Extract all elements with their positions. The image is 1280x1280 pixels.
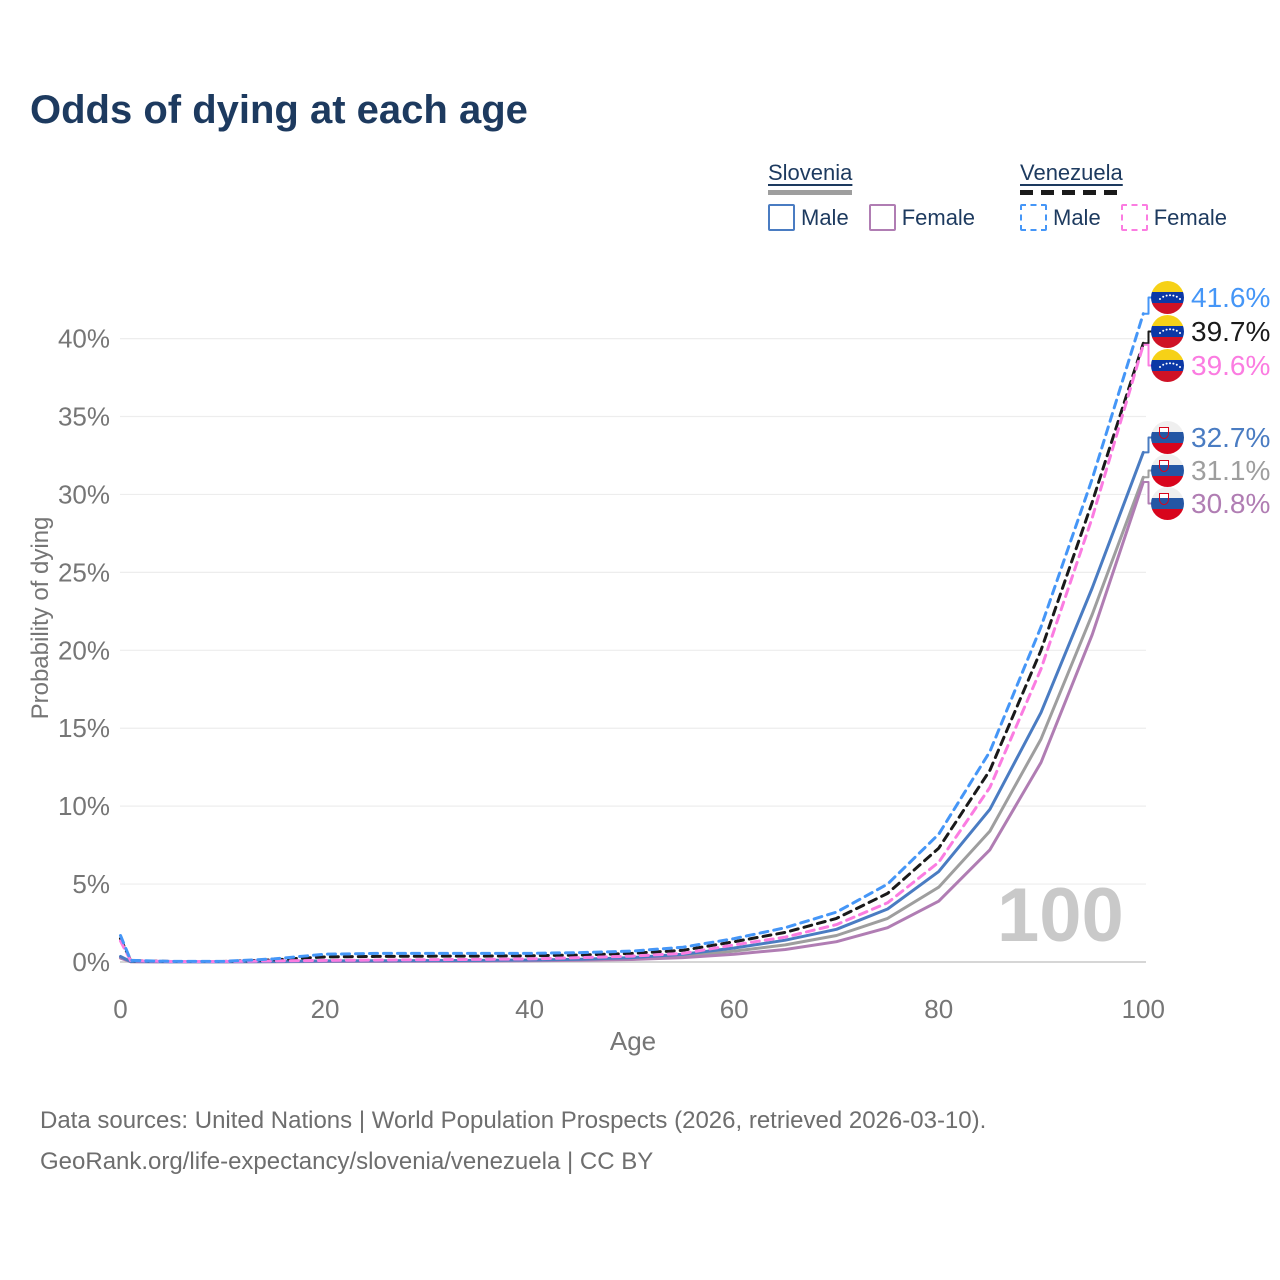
legend-item-slovenia-male[interactable]: Male [768,204,849,231]
end-value: 39.6% [1191,349,1271,381]
y-tick: 30% [58,479,110,509]
legend-group-venezuela: Venezuela Male Female [1020,160,1247,231]
end-value: 30.8% [1191,487,1271,519]
legend-item-slovenia-female[interactable]: Female [868,204,976,231]
legend-country-slovenia[interactable]: Slovenia [768,160,853,185]
legend-group-slovenia: Slovenia Male Female [768,160,995,231]
series-line-slovenia-both[interactable] [119,475,1145,964]
age-watermark: 100 [997,873,1124,958]
checkbox-venezuela-female[interactable] [1120,204,1148,231]
end-label-slovenia-female: 30.8% [1151,487,1270,520]
legend-item-venezuela-male[interactable]: Male [1020,204,1101,231]
data-source-line2: GeoRank.org/life-expectancy/slovenia/ven… [40,1148,654,1175]
checkbox-slovenia-male[interactable] [768,204,795,231]
data-source-note: Data sources: United Nations | World Pop… [40,1100,986,1182]
venezuela-line-style-swatch [1020,190,1123,195]
end-value: 32.7% [1191,421,1271,453]
x-tick: 100 [1122,994,1165,1024]
y-tick: 20% [58,635,110,665]
data-source-line1: Data sources: United Nations | World Pop… [40,1107,987,1134]
legend-label-slovenia-female: Female [901,204,976,230]
slovenia-flag-icon [1151,487,1184,520]
series-line-venezuela-both[interactable] [119,341,1145,963]
venezuela-flag-icon [1151,281,1184,314]
x-tick: 80 [924,994,953,1024]
end-label-connectors [1143,296,1153,505]
venezuela-flag-icon [1151,349,1184,382]
slovenia-flag-icon [1151,421,1184,454]
end-label-venezuela-both: 39.7% [1151,315,1270,348]
end-label-venezuela-female: 39.6% [1151,349,1270,382]
y-tick: 40% [58,324,110,354]
y-tick: 5% [72,869,110,899]
x-tick: 60 [720,994,749,1024]
legend-label-venezuela-male: Male [1053,204,1101,230]
series-line-venezuela-female[interactable] [119,343,1145,963]
legend-label-slovenia-male: Male [801,204,849,230]
y-tick: 15% [58,713,110,743]
y-tick: 0% [72,947,110,977]
y-tick: 10% [58,791,110,821]
x-axis-label: Age [610,1026,656,1056]
end-value: 39.7% [1191,315,1271,347]
y-tick: 25% [58,557,110,587]
checkbox-venezuela-male[interactable] [1020,204,1047,231]
legend-label-venezuela-female: Female [1153,204,1228,230]
slovenia-line-style-swatch [768,190,853,195]
series-line-slovenia-male[interactable] [119,450,1145,964]
end-label-slovenia-male: 32.7% [1151,421,1270,454]
series-line-slovenia-female[interactable] [119,480,1145,964]
end-label-slovenia-both: 31.1% [1151,454,1270,487]
series-line-venezuela-male[interactable] [119,312,1145,963]
x-tick: 40 [515,994,544,1024]
gridlines [120,338,1146,963]
end-value: 41.6% [1191,281,1271,313]
checkbox-slovenia-female[interactable] [868,204,896,231]
x-tick: 0 [113,994,127,1024]
end-label-venezuela-male: 41.6% [1151,281,1270,314]
series-lines [119,312,1145,964]
venezuela-flag-icon [1151,315,1184,348]
axis-tick-labels: 0% 5% 10% 15% 20% 25% 30% 35% 40% 0 20 40 60 80 100 [58,324,1165,1024]
page-title: Odds of dying at each age [30,88,528,132]
x-tick: 20 [311,994,340,1024]
y-axis-label: Probability of dying [27,517,54,720]
legend-country-venezuela[interactable]: Venezuela [1020,160,1123,185]
slovenia-flag-icon [1151,454,1184,487]
legend-item-venezuela-female[interactable]: Female [1120,204,1228,231]
y-tick: 35% [58,402,110,432]
end-value: 31.1% [1191,454,1271,486]
